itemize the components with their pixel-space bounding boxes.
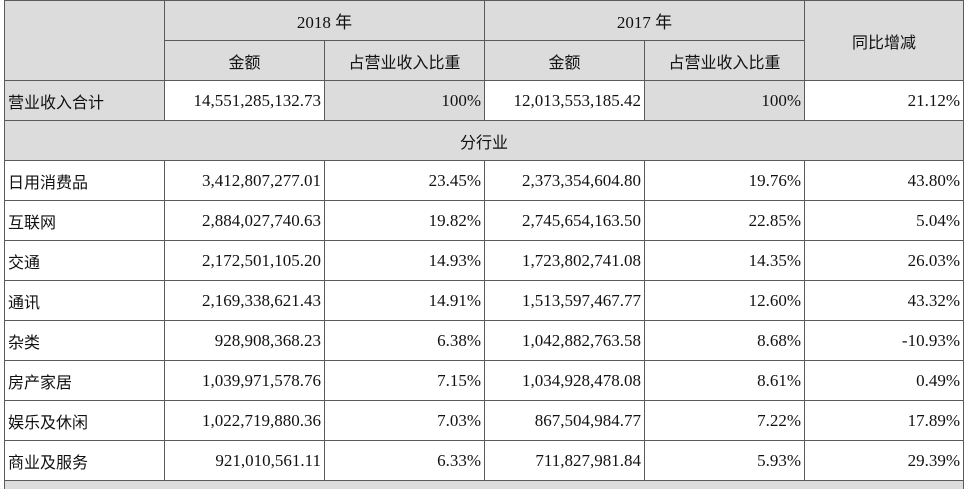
row-amount-2018: 3,412,807,277.01 xyxy=(165,161,325,201)
row-ratio-2018: 6.33% xyxy=(325,441,485,481)
row-ratio-2018: 7.03% xyxy=(325,401,485,441)
row-amount-2018: 2,884,027,740.63 xyxy=(165,201,325,241)
header-row-years: 2018 年 2017 年 同比增减 xyxy=(5,1,964,41)
header-amount-2018: 金额 xyxy=(165,41,325,81)
row-ratio-2018: 6.38% xyxy=(325,321,485,361)
row-ratio-2017: 14.35% xyxy=(645,241,805,281)
row-ratio-2017: 12.60% xyxy=(645,281,805,321)
row-amount-2017: 1,723,802,741.08 xyxy=(485,241,645,281)
total-label: 营业收入合计 xyxy=(5,81,165,121)
row-ratio-2017: 8.61% xyxy=(645,361,805,401)
row-yoy: 43.80% xyxy=(805,161,964,201)
row-amount-2017: 867,504,984.77 xyxy=(485,401,645,441)
row-amount-2018: 928,908,368.23 xyxy=(165,321,325,361)
row-ratio-2018: 14.93% xyxy=(325,241,485,281)
table-row-partial xyxy=(5,481,964,489)
row-ratio-2017: 22.85% xyxy=(645,201,805,241)
partial-row-cell xyxy=(5,481,964,489)
row-yoy: 5.04% xyxy=(805,201,964,241)
row-label: 商业及服务 xyxy=(5,441,165,481)
row-yoy: 29.39% xyxy=(805,441,964,481)
header-corner-cell xyxy=(5,1,165,81)
row-amount-2018: 1,039,971,578.76 xyxy=(165,361,325,401)
total-ratio-2017: 100% xyxy=(645,81,805,121)
row-yoy: 17.89% xyxy=(805,401,964,441)
row-amount-2017: 1,513,597,467.77 xyxy=(485,281,645,321)
row-label: 互联网 xyxy=(5,201,165,241)
section-row: 分行业 xyxy=(5,121,964,161)
row-amount-2017: 1,034,928,478.08 xyxy=(485,361,645,401)
row-yoy: 26.03% xyxy=(805,241,964,281)
row-yoy: 43.32% xyxy=(805,281,964,321)
row-label: 房产家居 xyxy=(5,361,165,401)
row-ratio-2017: 8.68% xyxy=(645,321,805,361)
row-ratio-2018: 14.91% xyxy=(325,281,485,321)
header-ratio-2018: 占营业收入比重 xyxy=(325,41,485,81)
row-amount-2018: 2,169,338,621.43 xyxy=(165,281,325,321)
total-row: 营业收入合计 14,551,285,132.73 100% 12,013,553… xyxy=(5,81,964,121)
row-ratio-2018: 7.15% xyxy=(325,361,485,401)
row-label: 通讯 xyxy=(5,281,165,321)
header-year-2018: 2018 年 xyxy=(165,1,485,41)
row-ratio-2018: 23.45% xyxy=(325,161,485,201)
row-yoy: 0.49% xyxy=(805,361,964,401)
header-amount-2017: 金额 xyxy=(485,41,645,81)
total-ratio-2018: 100% xyxy=(325,81,485,121)
total-yoy: 21.12% xyxy=(805,81,964,121)
header-ratio-2017: 占营业收入比重 xyxy=(645,41,805,81)
row-amount-2018: 1,022,719,880.36 xyxy=(165,401,325,441)
row-label: 杂类 xyxy=(5,321,165,361)
row-amount-2018: 2,172,501,105.20 xyxy=(165,241,325,281)
row-label: 交通 xyxy=(5,241,165,281)
row-amount-2017: 711,827,981.84 xyxy=(485,441,645,481)
row-amount-2018: 921,010,561.11 xyxy=(165,441,325,481)
total-amount-2017: 12,013,553,185.42 xyxy=(485,81,645,121)
section-title: 分行业 xyxy=(5,121,964,161)
row-ratio-2018: 19.82% xyxy=(325,201,485,241)
revenue-table: 2018 年 2017 年 同比增减 金额 占营业收入比重 金额 占营业收入比重… xyxy=(4,0,964,489)
row-ratio-2017: 7.22% xyxy=(645,401,805,441)
row-yoy: -10.93% xyxy=(805,321,964,361)
row-label: 娱乐及休闲 xyxy=(5,401,165,441)
row-label: 日用消费品 xyxy=(5,161,165,201)
header-year-2017: 2017 年 xyxy=(485,1,805,41)
row-amount-2017: 1,042,882,763.58 xyxy=(485,321,645,361)
header-yoy: 同比增减 xyxy=(805,1,964,81)
row-ratio-2017: 19.76% xyxy=(645,161,805,201)
row-amount-2017: 2,745,654,163.50 xyxy=(485,201,645,241)
row-ratio-2017: 5.93% xyxy=(645,441,805,481)
total-amount-2018: 14,551,285,132.73 xyxy=(165,81,325,121)
row-amount-2017: 2,373,354,604.80 xyxy=(485,161,645,201)
